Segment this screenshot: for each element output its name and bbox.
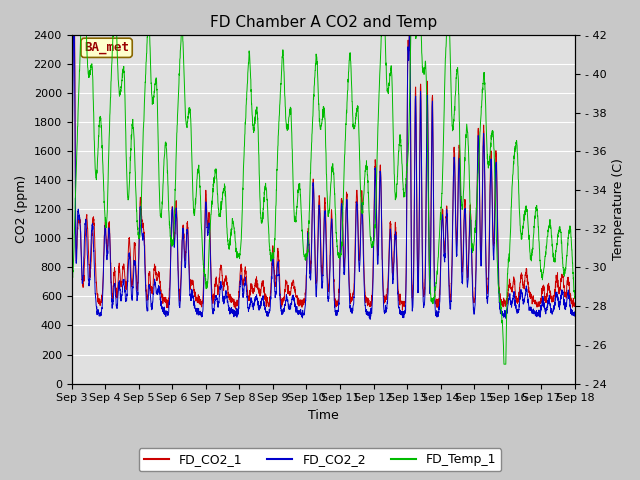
Y-axis label: CO2 (ppm): CO2 (ppm): [15, 175, 28, 243]
X-axis label: Time: Time: [308, 409, 339, 422]
Text: BA_met: BA_met: [84, 41, 129, 54]
Legend: FD_CO2_1, FD_CO2_2, FD_Temp_1: FD_CO2_1, FD_CO2_2, FD_Temp_1: [139, 448, 501, 471]
Title: FD Chamber A CO2 and Temp: FD Chamber A CO2 and Temp: [210, 15, 437, 30]
Y-axis label: Temperature (C): Temperature (C): [612, 158, 625, 260]
